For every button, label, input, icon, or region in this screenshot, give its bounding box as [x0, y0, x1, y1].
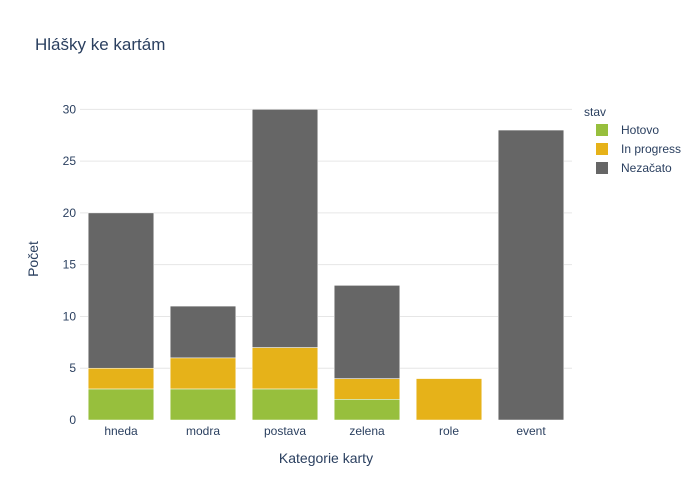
- legend-title: stav: [584, 105, 606, 119]
- y-tick-label: 20: [63, 206, 77, 220]
- bar-segment[interactable]: [251, 347, 319, 390]
- bar-segment[interactable]: [87, 367, 155, 390]
- x-axis-ticks: hneda modra postava zelena role event: [104, 424, 546, 438]
- y-tick-label: 10: [63, 309, 77, 323]
- legend-swatch[interactable]: [596, 124, 608, 136]
- y-axis-ticks: 0 5 10 15 20 25 30: [63, 102, 77, 427]
- y-tick-label: 5: [69, 361, 76, 375]
- bar-segment[interactable]: [87, 388, 155, 421]
- gridlines: [80, 108, 572, 369]
- legend: stav Hotovo In progress Nezačato: [584, 105, 681, 175]
- y-tick-label: 15: [63, 258, 77, 272]
- chart-title: Hlášky ke kartám: [35, 35, 165, 54]
- x-tick-label: hneda: [104, 424, 138, 438]
- bar-segment[interactable]: [251, 388, 319, 421]
- bar-segment[interactable]: [497, 129, 565, 421]
- bar-segment[interactable]: [169, 388, 237, 421]
- bar-segment[interactable]: [169, 305, 237, 359]
- y-tick-label: 30: [63, 102, 77, 116]
- x-tick-label: event: [516, 424, 546, 438]
- legend-swatch[interactable]: [596, 143, 608, 155]
- bars: [87, 109, 565, 421]
- legend-item-label[interactable]: Nezačato: [621, 161, 672, 175]
- y-tick-label: 0: [69, 413, 76, 427]
- x-tick-label: zelena: [349, 424, 385, 438]
- bar-segment[interactable]: [415, 378, 483, 421]
- legend-item-label[interactable]: In progress: [621, 142, 681, 156]
- bar-segment[interactable]: [333, 378, 401, 400]
- bar-segment[interactable]: [333, 285, 401, 379]
- x-tick-label: postava: [264, 424, 306, 438]
- bar-segment[interactable]: [333, 399, 401, 421]
- x-axis-title: Kategorie karty: [279, 450, 373, 466]
- legend-item-label[interactable]: Hotovo: [621, 123, 659, 137]
- x-tick-label: modra: [186, 424, 220, 438]
- bar-segment[interactable]: [87, 212, 155, 369]
- legend-swatch[interactable]: [596, 162, 608, 174]
- y-axis-title: Počet: [25, 241, 41, 277]
- x-tick-label: role: [439, 424, 459, 438]
- bar-segment[interactable]: [169, 357, 237, 390]
- y-tick-label: 25: [63, 154, 77, 168]
- bar-segment[interactable]: [251, 109, 319, 348]
